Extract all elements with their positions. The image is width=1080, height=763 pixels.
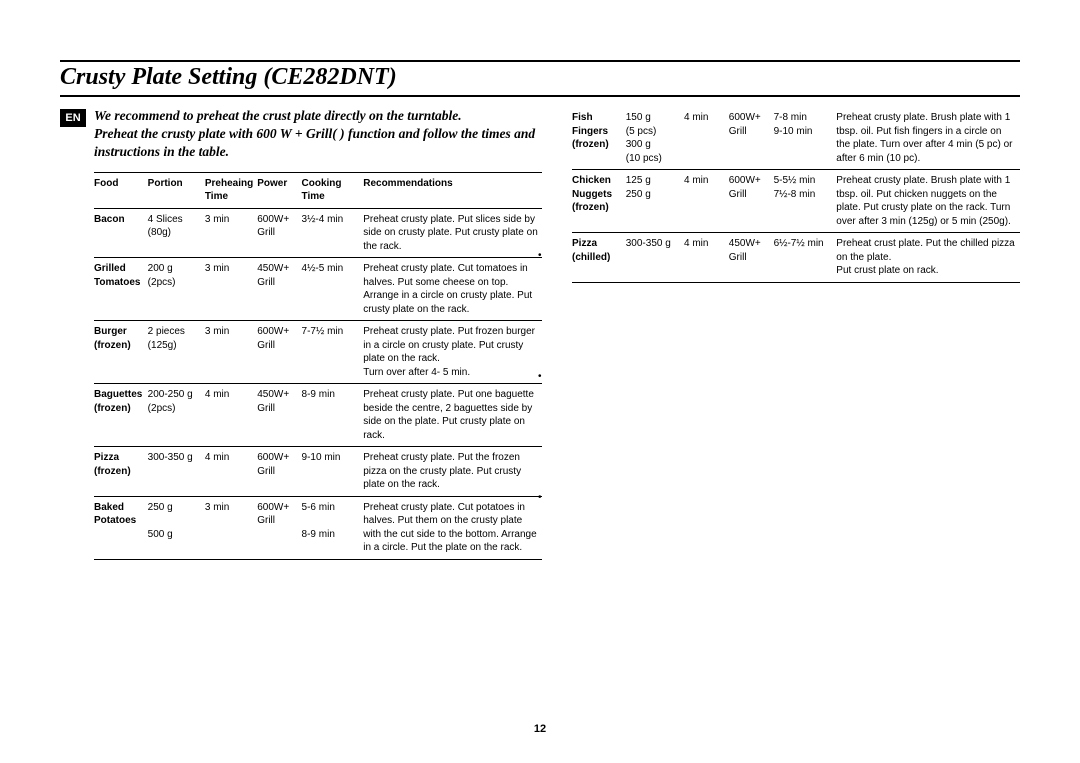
th-portion: Portion bbox=[148, 172, 205, 208]
food-table-right: FishFingers(frozen)150 g(5 pcs)300 g(10 … bbox=[572, 107, 1020, 283]
cell-portion: 200-250 g(2pcs) bbox=[148, 384, 205, 447]
cell-cook: 5-5½ min7½-8 min bbox=[774, 170, 837, 233]
cell-cook: 6½-7½ min bbox=[774, 233, 837, 283]
cell-cook: 5-6 min 8-9 min bbox=[302, 496, 364, 559]
table-row: FishFingers(frozen)150 g(5 pcs)300 g(10 … bbox=[572, 107, 1020, 170]
cell-portion: 300-350 g bbox=[148, 447, 205, 497]
cell-cook: 4½-5 min bbox=[302, 258, 364, 321]
cell-power: 600W+Grill bbox=[729, 170, 774, 233]
th-rec: Recommendations bbox=[363, 172, 542, 208]
cell-food: Baguettes(frozen) bbox=[94, 384, 148, 447]
food-table-left: Food Portion Preheaing Time Power Cookin… bbox=[94, 172, 542, 560]
cell-recommendation: Preheat crusty plate. Put slices side by… bbox=[363, 208, 542, 258]
cell-power: 600W+Grill bbox=[257, 208, 301, 258]
page-number: 12 bbox=[0, 723, 1080, 735]
cell-preheat: 3 min bbox=[205, 258, 257, 321]
table-row: BakedPotatoes250 g 500 g3 min600W+Grill5… bbox=[94, 496, 542, 559]
cell-portion: 250 g 500 g bbox=[148, 496, 205, 559]
table-row: Pizza(frozen)300-350 g4 min600W+Grill9-1… bbox=[94, 447, 542, 497]
cell-preheat: 4 min bbox=[205, 447, 257, 497]
th-food: Food bbox=[94, 172, 148, 208]
table-row: GrilledTomatoes200 g(2pcs)3 min450W+Gril… bbox=[94, 258, 542, 321]
cell-portion: 2 pieces(125g) bbox=[148, 321, 205, 384]
cell-food: GrilledTomatoes bbox=[94, 258, 148, 321]
th-cook-l1: Cooking bbox=[302, 178, 342, 189]
table-row: Baguettes(frozen)200-250 g(2pcs)4 min450… bbox=[94, 384, 542, 447]
cell-food: Pizza(frozen) bbox=[94, 447, 148, 497]
cell-preheat: 3 min bbox=[205, 321, 257, 384]
cell-power: 450W+Grill bbox=[257, 384, 301, 447]
cell-preheat: 4 min bbox=[684, 170, 729, 233]
cell-recommendation: Preheat crusty plate. Put one baguette b… bbox=[363, 384, 542, 447]
cell-recommendation: Preheat crust plate. Put the chilled piz… bbox=[836, 233, 1020, 283]
cell-cook: 7-8 min9-10 min bbox=[774, 107, 837, 170]
cell-power: 600W+Grill bbox=[257, 496, 301, 559]
cell-preheat: 4 min bbox=[684, 107, 729, 170]
table-row: ChickenNuggets(frozen)125 g250 g4 min600… bbox=[572, 170, 1020, 233]
cell-preheat: 3 min bbox=[205, 208, 257, 258]
cell-cook: 3½-4 min bbox=[302, 208, 364, 258]
cell-power: 600W+Grill bbox=[729, 107, 774, 170]
th-cook-l2: Time bbox=[302, 190, 360, 204]
cell-recommendation: Preheat crusty plate. Brush plate with 1… bbox=[836, 170, 1020, 233]
table-row: Bacon4 Slices(80g)3 min600W+Grill3½-4 mi… bbox=[94, 208, 542, 258]
cell-recommendation: Preheat crusty plate. Brush plate with 1… bbox=[836, 107, 1020, 170]
cell-preheat: 3 min bbox=[205, 496, 257, 559]
page-title: Crusty Plate Setting (CE282DNT) bbox=[60, 64, 1020, 91]
cell-cook: 7-7½ min bbox=[302, 321, 364, 384]
th-power: Power bbox=[257, 172, 301, 208]
intro-line1: We recommend to preheat the crust plate … bbox=[94, 108, 462, 123]
cell-portion: 300-350 g bbox=[626, 233, 684, 283]
table-row: Pizza(chilled)300-350 g4 min450W+Grill6½… bbox=[572, 233, 1020, 283]
language-badge: EN bbox=[60, 109, 86, 127]
cell-power: 600W+Grill bbox=[257, 321, 301, 384]
cell-recommendation: Preheat crusty plate. Put the frozen piz… bbox=[363, 447, 542, 497]
cell-portion: 200 g(2pcs) bbox=[148, 258, 205, 321]
cell-preheat: 4 min bbox=[205, 384, 257, 447]
cell-power: 600W+Grill bbox=[257, 447, 301, 497]
cell-food: Bacon bbox=[94, 208, 148, 258]
cell-portion: 150 g(5 pcs)300 g(10 pcs) bbox=[626, 107, 684, 170]
cell-preheat: 4 min bbox=[684, 233, 729, 283]
th-preheat-l1: Preheaing bbox=[205, 178, 253, 189]
table-row: Burger(frozen)2 pieces(125g)3 min600W+Gr… bbox=[94, 321, 542, 384]
cell-food: BakedPotatoes bbox=[94, 496, 148, 559]
cell-portion: 4 Slices(80g) bbox=[148, 208, 205, 258]
cell-power: 450W+Grill bbox=[257, 258, 301, 321]
cell-food: Burger(frozen) bbox=[94, 321, 148, 384]
cell-cook: 9-10 min bbox=[302, 447, 364, 497]
cell-recommendation: Preheat crusty plate. Put frozen burger … bbox=[363, 321, 542, 384]
intro-text: We recommend to preheat the crust plate … bbox=[94, 107, 542, 162]
cell-cook: 8-9 min bbox=[302, 384, 364, 447]
intro-line2: Preheat the crusty plate with 600 W + Gr… bbox=[94, 126, 535, 159]
cell-food: Pizza(chilled) bbox=[572, 233, 626, 283]
cell-recommendation: Preheat crusty plate. Cut potatoes in ha… bbox=[363, 496, 542, 559]
th-preheat: Preheaing Time bbox=[205, 172, 257, 208]
cell-recommendation: Preheat crusty plate. Cut tomatoes in ha… bbox=[363, 258, 542, 321]
cell-food: FishFingers(frozen) bbox=[572, 107, 626, 170]
th-preheat-l2: Time bbox=[205, 190, 253, 204]
cell-portion: 125 g250 g bbox=[626, 170, 684, 233]
cell-food: ChickenNuggets(frozen) bbox=[572, 170, 626, 233]
margin-bullets: ••• bbox=[538, 250, 542, 503]
th-cook: Cooking Time bbox=[302, 172, 364, 208]
cell-power: 450W+Grill bbox=[729, 233, 774, 283]
